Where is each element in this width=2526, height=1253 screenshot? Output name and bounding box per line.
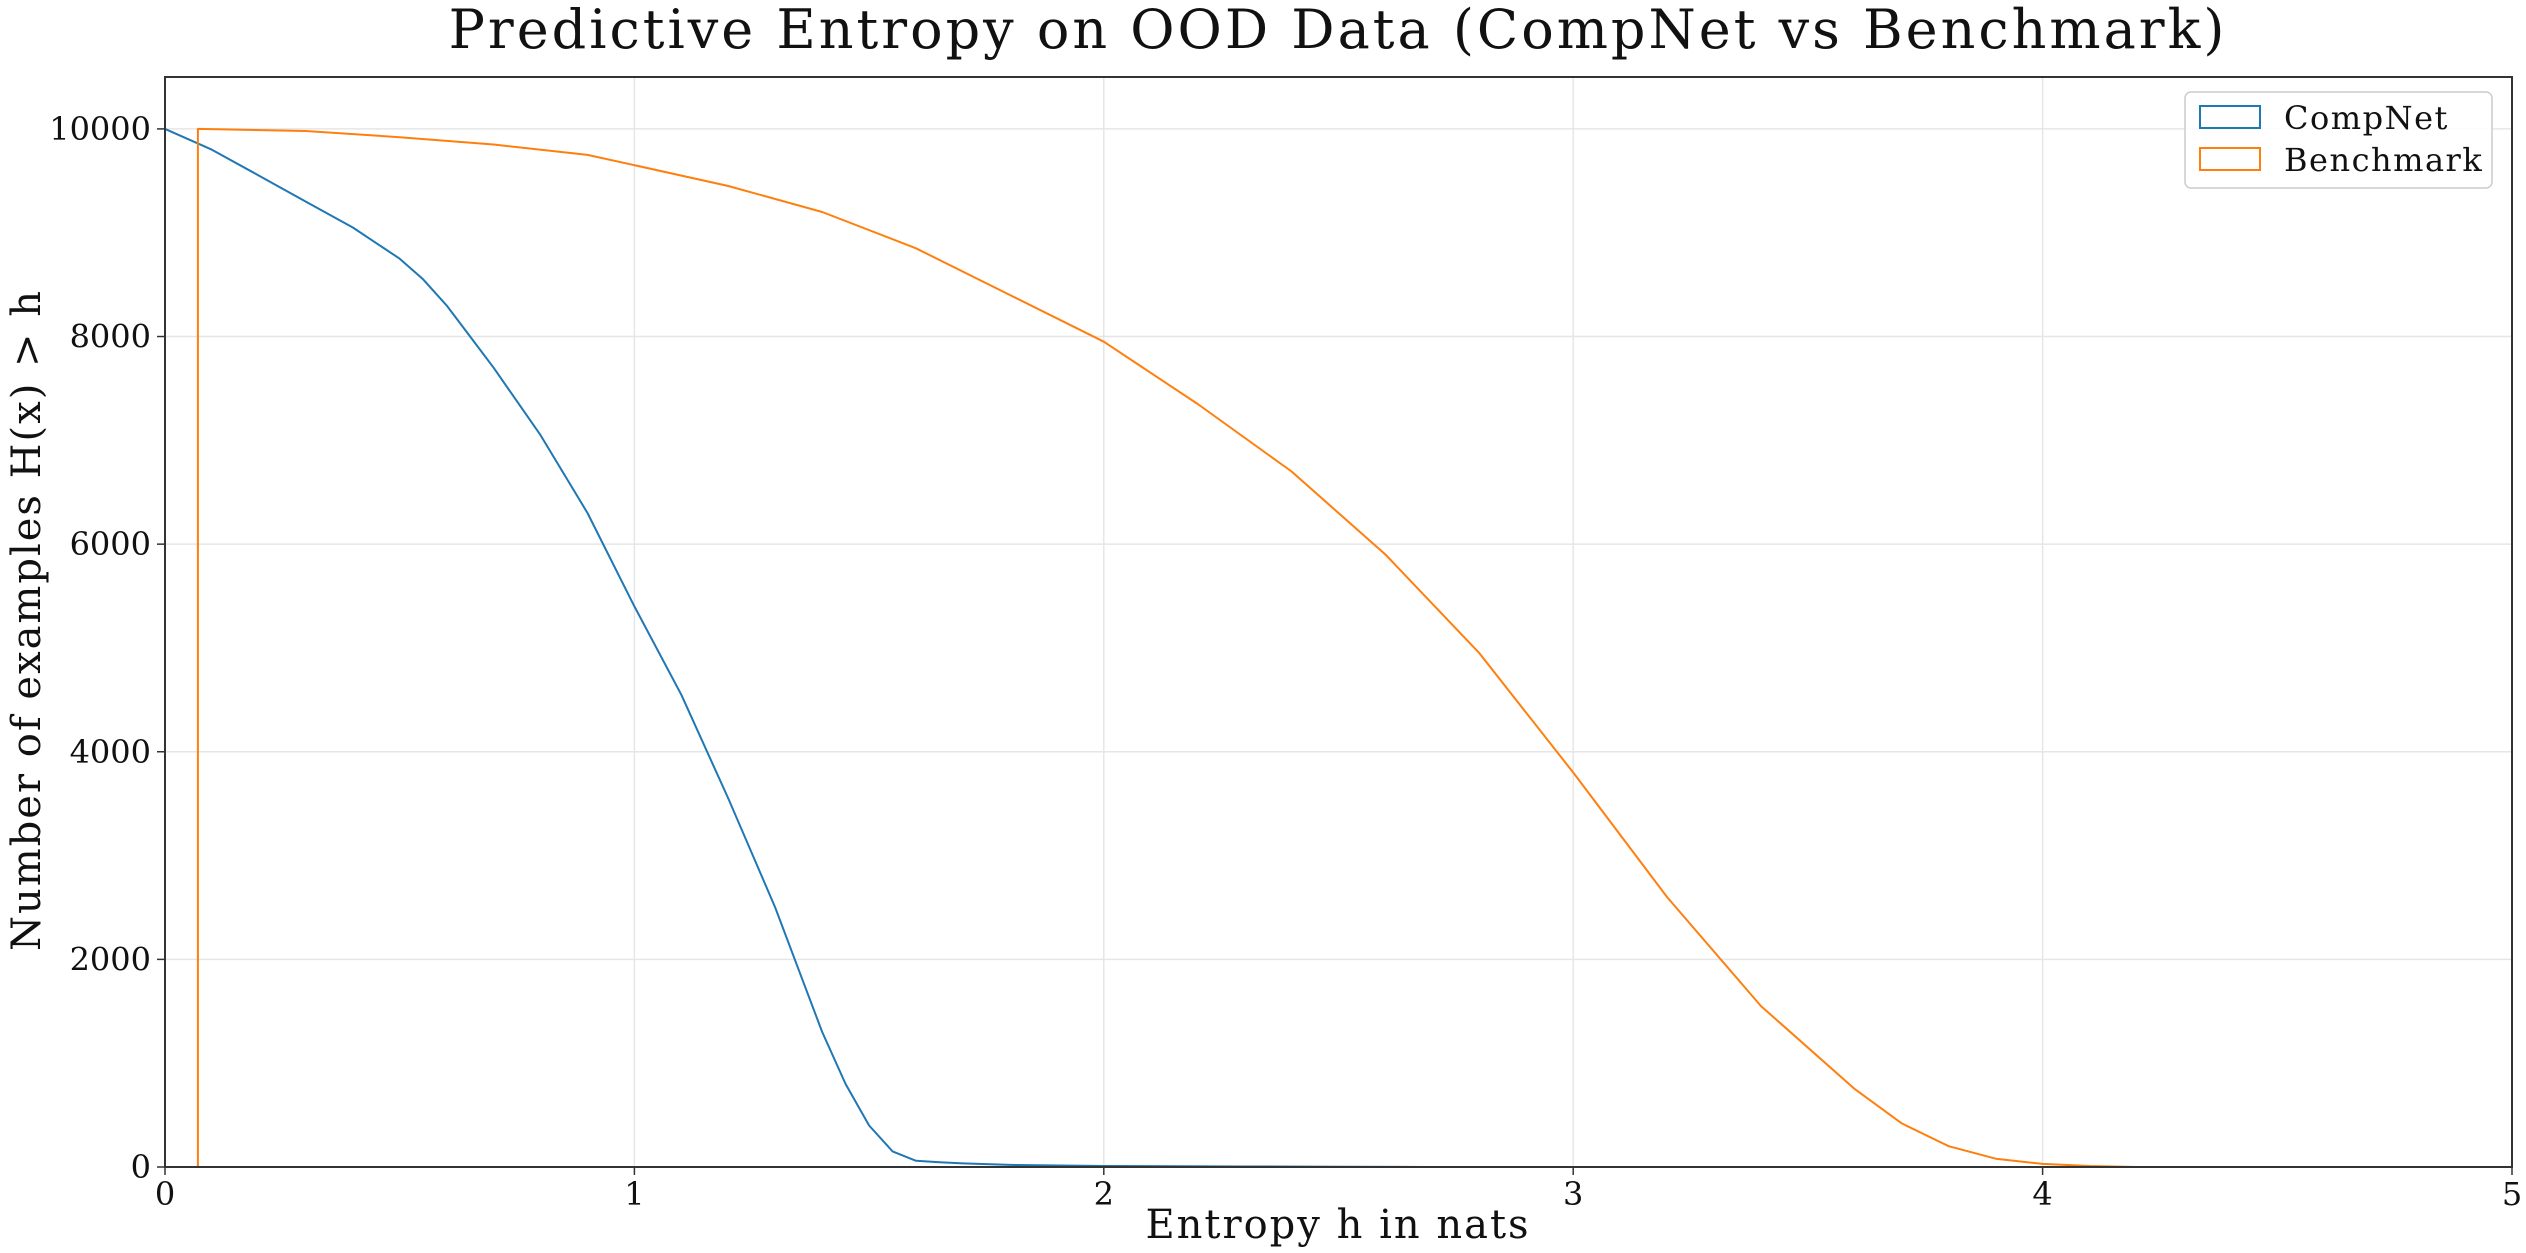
- series-layer: [164, 127, 2137, 1168]
- legend-box: [2184, 91, 2493, 189]
- y-axis-label: Number of examples H(x) > h: [4, 289, 50, 951]
- x-tick-label: 1: [624, 1175, 644, 1213]
- x-tick-label: 5: [2502, 1175, 2522, 1213]
- y-tick-label: 0: [131, 1148, 151, 1186]
- y-tick-label: 4000: [70, 733, 151, 771]
- x-tick-label: 0: [155, 1175, 175, 1213]
- y-tick-label: 6000: [70, 525, 151, 563]
- plot-frame: [164, 76, 2513, 1168]
- legend-swatch-benchmark: [2199, 147, 2261, 171]
- y-tick-label: 10000: [49, 110, 151, 148]
- legend-swatch-compnet: [2199, 105, 2261, 129]
- legend-label-benchmark: Benchmark: [2284, 141, 2483, 179]
- x-tick-label: 4: [2032, 1175, 2052, 1213]
- legend: CompNet Benchmark: [2184, 91, 2493, 189]
- chart-title: Predictive Entropy on OOD Data (CompNet …: [449, 0, 2228, 61]
- y-tick-label: 8000: [70, 318, 151, 356]
- series-line-compnet: [164, 127, 1428, 1168]
- axis-ticks: 0 1 2 3 4 5 0 2000 4000 6000 8000 10000: [49, 110, 2522, 1213]
- x-tick-label: 3: [1563, 1175, 1583, 1213]
- series-line-benchmark: [196, 127, 2137, 1168]
- y-tick-label: 2000: [70, 940, 151, 978]
- grid: [165, 77, 2512, 1167]
- x-axis-label: Entropy h in nats: [1145, 1202, 1530, 1248]
- legend-label-compnet: CompNet: [2284, 99, 2449, 137]
- x-tick-label: 2: [1094, 1175, 1114, 1213]
